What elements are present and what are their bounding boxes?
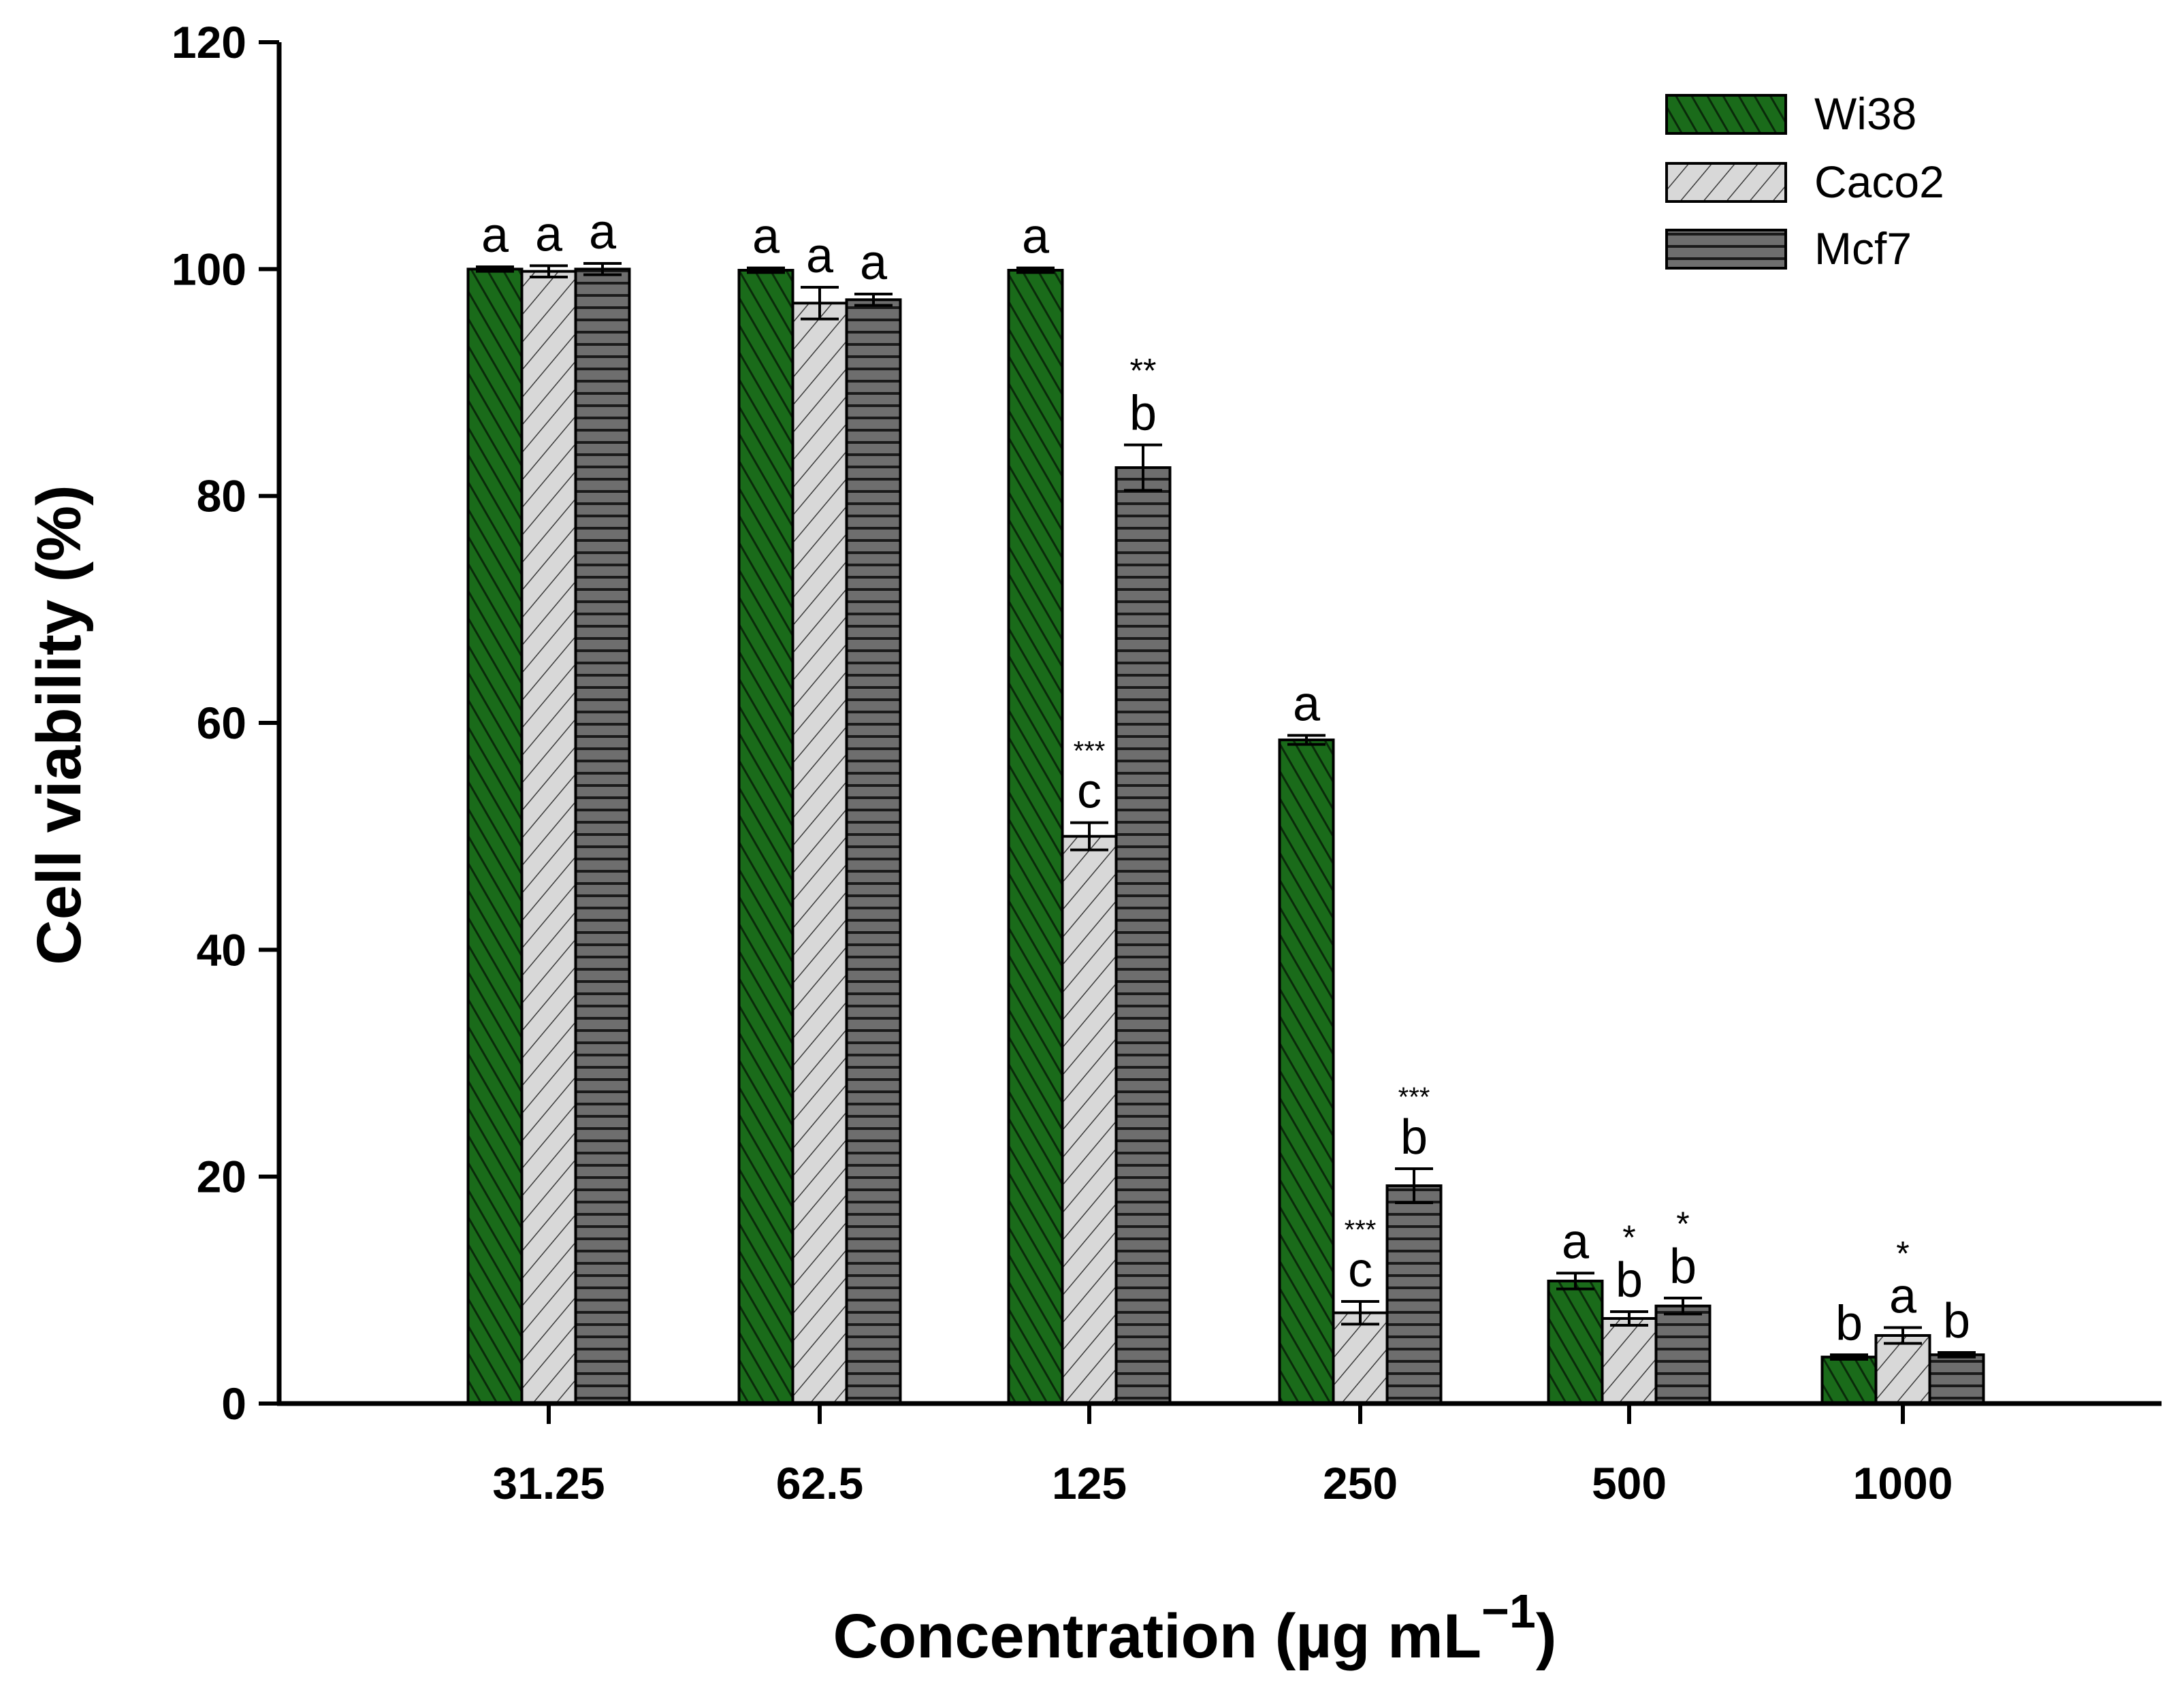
significance-letter-caco2-5: a bbox=[1889, 1269, 1917, 1323]
error-bar-mcf7-0 bbox=[583, 262, 622, 276]
bar-caco2-0 bbox=[520, 270, 577, 1406]
bar-mcf7-2 bbox=[1114, 466, 1172, 1405]
bar-caco2-5 bbox=[1874, 1334, 1931, 1405]
error-bar-wi38-0 bbox=[476, 265, 514, 273]
bar-wi38-3 bbox=[1278, 739, 1335, 1405]
error-bar-caco2-4 bbox=[1610, 1310, 1648, 1327]
legend-swatch-caco2 bbox=[1665, 162, 1787, 203]
error-bar-caco2-5 bbox=[1884, 1326, 1922, 1345]
error-bar-caco2-1 bbox=[801, 286, 839, 321]
bar-mcf7-3 bbox=[1385, 1184, 1443, 1405]
significance-letter-caco2-4: b bbox=[1616, 1253, 1643, 1308]
error-bar-wi38-5 bbox=[1830, 1353, 1868, 1361]
y-tick-label-5: 100 bbox=[172, 244, 246, 294]
bar-mcf7-1 bbox=[845, 298, 902, 1405]
significance-letter-mcf7-0: a bbox=[589, 205, 617, 259]
bar-wi38-2 bbox=[1007, 269, 1064, 1405]
error-bar-caco2-0 bbox=[530, 264, 568, 278]
y-tick-label-2: 40 bbox=[197, 924, 246, 975]
significance-letter-wi38-1: a bbox=[752, 210, 780, 264]
error-bar-wi38-4 bbox=[1556, 1271, 1594, 1291]
bar-wi38-0 bbox=[466, 268, 524, 1405]
significance-stars-caco2-2: *** bbox=[1074, 736, 1106, 766]
legend-label-mcf7: Mcf7 bbox=[1814, 223, 1912, 274]
x-tick-label-4: 500 bbox=[1592, 1458, 1667, 1508]
bar-mcf7-0 bbox=[574, 268, 631, 1405]
error-bar-caco2-3 bbox=[1341, 1300, 1379, 1326]
y-tick-label-1: 20 bbox=[197, 1152, 246, 1202]
x-tick-label-5: 1000 bbox=[1853, 1458, 1953, 1508]
x-tick-label-2: 125 bbox=[1052, 1458, 1127, 1508]
significance-letter-mcf7-4: b bbox=[1669, 1240, 1697, 1294]
error-bar-mcf7-3 bbox=[1395, 1167, 1433, 1204]
y-tick-label-4: 80 bbox=[197, 471, 246, 521]
legend: Wi38 Caco2 Mcf7 bbox=[1665, 88, 1944, 274]
significance-letter-wi38-0: a bbox=[481, 208, 509, 263]
significance-stars-caco2-3: *** bbox=[1345, 1215, 1377, 1245]
significance-letter-mcf7-2: b bbox=[1129, 387, 1157, 441]
bar-wi38-1 bbox=[737, 269, 794, 1405]
y-tick-label-0: 0 bbox=[221, 1378, 246, 1429]
significance-letter-mcf7-5: b bbox=[1943, 1294, 1970, 1348]
significance-letter-mcf7-3: b bbox=[1400, 1110, 1428, 1165]
bar-caco2-3 bbox=[1332, 1311, 1389, 1405]
error-bar-wi38-1 bbox=[747, 266, 785, 274]
error-bar-mcf7-5 bbox=[1938, 1351, 1976, 1359]
x-axis-title-main: Concentration (µg mL bbox=[833, 1602, 1482, 1671]
significance-letter-caco2-3: c bbox=[1348, 1243, 1372, 1297]
y-tick-label-6: 120 bbox=[172, 17, 246, 67]
significance-stars-mcf7-3: *** bbox=[1398, 1082, 1430, 1112]
bar-caco2-2 bbox=[1061, 835, 1118, 1405]
significance-letter-caco2-0: a bbox=[535, 207, 563, 261]
bar-caco2-1 bbox=[791, 302, 848, 1405]
bar-wi38-4 bbox=[1547, 1280, 1604, 1405]
x-axis-title-superscript: −1 bbox=[1481, 1585, 1536, 1638]
error-bar-wi38-2 bbox=[1016, 266, 1055, 274]
significance-stars-caco2-5: * bbox=[1896, 1234, 1909, 1272]
x-axis-title-close: ) bbox=[1536, 1602, 1557, 1671]
error-bar-mcf7-4 bbox=[1664, 1297, 1702, 1316]
legend-swatch-mcf7 bbox=[1665, 229, 1787, 270]
significance-letter-caco2-1: a bbox=[806, 229, 834, 283]
bar-mcf7-5 bbox=[1928, 1353, 1985, 1406]
significance-letter-wi38-4: a bbox=[1562, 1214, 1590, 1269]
x-tick-label-3: 250 bbox=[1323, 1458, 1398, 1508]
x-axis: 31.25 62.5 125 250 500 1000 bbox=[277, 1401, 2162, 1508]
bar-mcf7-4 bbox=[1654, 1304, 1712, 1405]
significance-stars-caco2-4: * bbox=[1622, 1218, 1635, 1257]
legend-label-wi38: Wi38 bbox=[1814, 88, 1916, 139]
error-bar-mcf7-2 bbox=[1124, 443, 1162, 492]
error-bar-wi38-3 bbox=[1287, 734, 1326, 746]
y-tick-label-3: 60 bbox=[197, 698, 246, 748]
significance-letter-wi38-5: b bbox=[1835, 1296, 1863, 1350]
legend-swatch-wi38 bbox=[1665, 94, 1787, 135]
y-axis-title: Cell viability (%) bbox=[25, 485, 94, 965]
x-axis-title: Concentration (µg mL−1) bbox=[833, 1585, 1557, 1671]
legend-label-caco2: Caco2 bbox=[1814, 157, 1944, 207]
significance-stars-mcf7-2: ** bbox=[1130, 352, 1157, 390]
error-bar-caco2-2 bbox=[1070, 821, 1108, 852]
significance-letter-wi38-2: a bbox=[1022, 210, 1050, 264]
bar-caco2-4 bbox=[1601, 1317, 1658, 1405]
bar-wi38-5 bbox=[1820, 1355, 1878, 1405]
x-tick-label-0: 31.25 bbox=[492, 1458, 605, 1508]
y-axis: 0 20 40 60 80 100 120 bbox=[172, 17, 282, 1429]
significance-letter-wi38-3: a bbox=[1293, 677, 1321, 731]
x-tick-label-1: 62.5 bbox=[776, 1458, 863, 1508]
significance-stars-mcf7-4: * bbox=[1676, 1205, 1689, 1243]
error-bar-mcf7-1 bbox=[854, 293, 893, 307]
significance-letter-caco2-2: c bbox=[1077, 764, 1102, 819]
significance-letter-mcf7-1: a bbox=[860, 236, 888, 290]
